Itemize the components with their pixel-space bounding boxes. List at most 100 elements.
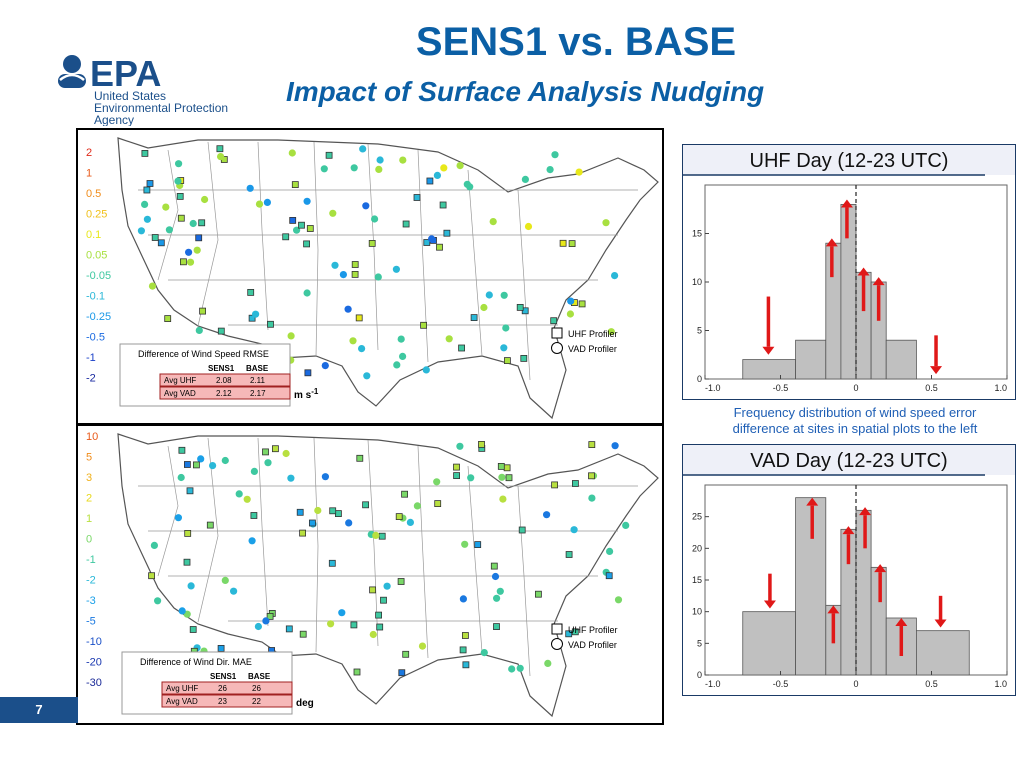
legend-tick-label: -0.5 [86,332,105,344]
legend-tick-label: -5 [86,616,96,628]
stats-row-bg [161,694,293,708]
uhf-station-marker [518,526,526,534]
vad-station-marker [467,474,475,482]
vad-station-marker [466,183,474,191]
vad-station-marker [177,473,185,482]
uhf-station-marker [356,454,364,462]
vad-station-marker [187,582,195,590]
uhf-station-marker [497,463,505,470]
vad-station-marker [235,490,243,498]
stats-box-title: Difference of Wind Dir. MAE [140,657,252,667]
vad-station-marker [358,345,366,353]
vad-station-marker [456,442,464,450]
vad-station-marker [524,222,533,231]
vad-station-marker [376,156,384,164]
stats-row-sens1: 23 [218,697,227,706]
up-arrow-icon [827,605,840,644]
legend-tick-label: 0.05 [86,250,107,262]
vad-station-marker [186,258,195,266]
uhf-station-marker [550,317,558,325]
vad-station-marker [174,177,182,185]
uhf-station-marker [334,510,342,517]
uhf-station-marker [395,513,403,520]
uhf-station-marker [565,630,573,638]
uhf-station-marker [303,240,311,248]
vad-station-marker [363,372,371,380]
arrow-head [874,564,887,573]
vad-station-marker [255,200,264,208]
uhf-station-marker [551,481,559,489]
vad-station-marker [150,541,158,549]
uhf-station-marker [248,314,256,322]
vad-station-marker [359,145,367,153]
arrow-head [763,600,776,609]
uhf-histogram-chart: UHF Day (12-23 UTC) 0 5 10 15 -1.0 -0.5 0 0.5 1.0 [683,145,1015,393]
vad-station-marker [491,572,500,581]
vad-station-marker [480,649,488,657]
y-tick-label: 5 [697,326,702,336]
vad-station-marker [248,537,256,545]
uhf-station-marker [571,480,579,487]
y-tick-label: 20 [692,543,702,553]
arrow-head [934,619,947,628]
wind-dir-mae-map: 10 5 3 2 1 0 -1 -2 -3 -5 -10 -20 -30 UHF Profiler VAD … [76,424,664,725]
y-tick-label: 25 [692,512,702,522]
stats-col-base: BASE [246,364,269,373]
arrow-head [842,526,855,535]
uhf-station-marker [378,532,386,540]
stats-row-base: 26 [252,684,261,693]
us-outline [117,433,659,718]
histogram-bar [795,339,827,380]
uhf-station-marker [588,441,596,449]
uhf-station-marker [195,234,203,242]
y-tick-label: 0 [697,670,702,680]
legend-tick-label: -3 [86,595,96,607]
logo-line3: Agency [94,113,134,126]
uhf-station-marker [216,145,224,153]
vad-station-marker [480,303,488,312]
up-arrow-icon [872,277,885,321]
us-outline [117,137,659,420]
uhf-station-marker [282,233,290,241]
vad-station-marker [371,215,379,223]
histogram-title: UHF Day (12-23 UTC) [750,150,949,172]
vad-station-marker [189,219,197,228]
up-arrow-icon [825,238,838,278]
vad-station-marker [413,502,421,510]
vad-station-marker [499,495,507,503]
uhf-station-marker [588,472,595,480]
uhf-station-marker [177,214,185,222]
uhf-station-marker [503,357,511,365]
y-tick-label: 0 [697,374,702,384]
stats-row-sens1: 2.08 [216,376,232,385]
up-arrow-icon [840,199,853,239]
arrow-head [827,605,840,614]
vad-station-marker [197,455,205,463]
y-tick-label: 15 [692,229,702,239]
vad-station-marker [459,595,467,603]
uhf-station-marker [426,177,434,185]
vad-station-marker [461,540,469,548]
uhf-station-marker [503,464,511,472]
uhf-station-marker [571,628,579,636]
stats-col-base: BASE [248,672,271,681]
vad-histogram-chart: VAD Day (12-23 UTC) 0 5 10 15 20 25 -1.0 -0.5 0 0.… [683,445,1015,689]
legend-tick-label: -1 [86,352,96,364]
vad-station-marker [321,473,329,481]
vad-station-marker [543,511,551,519]
vad-station-marker [369,630,377,639]
histogram-title-band [683,445,1015,475]
arrow-head [930,366,943,375]
uhf-station-marker [568,240,576,247]
vad-station-marker [287,474,295,482]
arrow-head [825,238,838,247]
uhf-station-marker [193,461,200,469]
vad-profiler-legend-icon [551,342,563,354]
stats-box-title: Difference of Wind Speed RMSE [138,349,269,359]
uhf-station-marker [353,668,361,676]
uhf-station-marker [178,446,186,454]
vad-station-marker [570,526,578,534]
uhf-profiler-legend-icon [551,623,563,635]
histogram-bar [885,339,917,380]
vad-station-marker [349,337,357,345]
